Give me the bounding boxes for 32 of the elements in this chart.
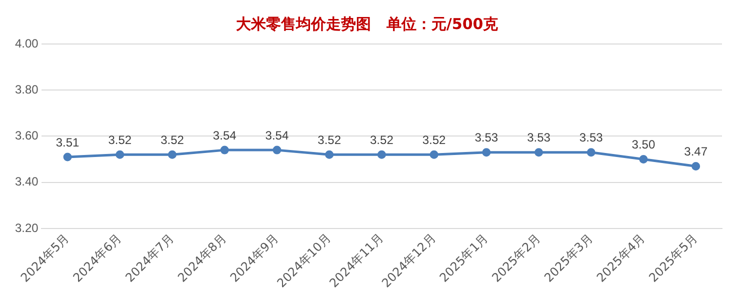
- point: [377, 150, 386, 159]
- data-label: 3.47: [684, 144, 708, 159]
- y-tick-label: 3.80: [14, 82, 39, 96]
- data-label: 3.53: [527, 130, 551, 145]
- data-label: 3.54: [212, 128, 237, 142]
- point: [325, 150, 334, 159]
- data-label: 3.52: [370, 132, 394, 147]
- point: [220, 146, 229, 154]
- y-tick-label: 3.40: [14, 174, 39, 189]
- y-tick-label: 4.00: [14, 36, 39, 50]
- point: [692, 162, 700, 170]
- data-label: 3.50: [632, 138, 656, 152]
- chart-title: 大米零售均价走势图 单位：元/500克: [236, 14, 500, 33]
- point: [168, 150, 176, 159]
- data-label: 3.53: [579, 130, 604, 145]
- data-label: 3.54: [265, 128, 289, 142]
- data-label: 3.52: [108, 132, 132, 147]
- y-tick-label: 3.20: [14, 220, 39, 235]
- y-tick-label: 3.60: [14, 128, 39, 143]
- data-label: 3.51: [56, 135, 80, 150]
- point: [63, 152, 72, 162]
- point: [639, 155, 648, 164]
- point: [272, 146, 282, 154]
- data-label: 3.52: [160, 132, 184, 147]
- point: [482, 148, 491, 157]
- point: [430, 150, 438, 159]
- point: [534, 148, 543, 157]
- data-label: 3.52: [318, 132, 342, 147]
- point: [116, 150, 124, 159]
- data-label: 3.52: [422, 132, 446, 147]
- point: [586, 148, 596, 157]
- data-label: 3.53: [474, 130, 498, 145]
